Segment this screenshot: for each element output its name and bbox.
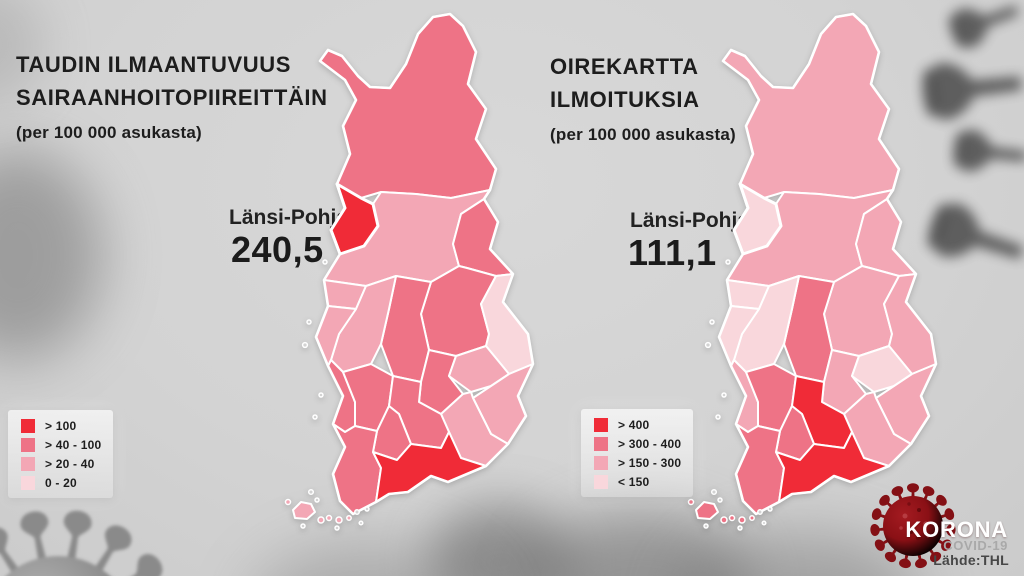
island	[737, 525, 743, 531]
island	[318, 392, 324, 398]
island	[704, 341, 712, 349]
island	[334, 525, 340, 531]
blur-blobs	[0, 0, 912, 576]
legend-label: > 20 - 40	[45, 457, 95, 471]
right-finland-map	[684, 4, 948, 566]
left-callout-region: Länsi-Pohja	[229, 206, 349, 229]
legend-swatch	[21, 419, 35, 433]
legend-row: 0 - 20	[21, 476, 101, 490]
left-title-subtitle: (per 100 000 asukasta)	[16, 123, 202, 142]
island	[322, 259, 328, 265]
island	[335, 516, 343, 524]
island	[301, 341, 309, 349]
korona-virus-icon	[869, 483, 957, 570]
island	[720, 516, 728, 524]
right-title-line1: OIREKARTTA	[550, 54, 699, 79]
island	[314, 497, 320, 503]
right-legend: > 400 > 300 - 400 > 150 - 300 < 150	[581, 409, 694, 497]
island	[721, 392, 727, 398]
legend-row: > 150 - 300	[594, 456, 681, 470]
island	[312, 414, 318, 420]
brand-title: KORONA	[905, 517, 1008, 542]
legend-swatch	[594, 418, 608, 432]
right-title-block: OIREKARTTA ILMOITUKSIA (per 100 000 asuk…	[550, 50, 736, 145]
legend-label: > 100	[45, 419, 77, 433]
island	[728, 514, 736, 522]
legend-label: > 40 - 100	[45, 438, 102, 452]
legend-row: > 100	[21, 419, 101, 433]
left-legend: > 100 > 40 - 100 > 20 - 40 0 - 20	[8, 410, 114, 498]
legend-row: > 20 - 40	[21, 457, 101, 471]
region-aland	[695, 501, 719, 520]
legend-label: 0 - 20	[45, 476, 77, 490]
island	[749, 515, 755, 521]
island	[717, 497, 723, 503]
island	[767, 506, 773, 512]
island	[300, 523, 306, 529]
finland-outline	[314, 12, 535, 516]
island	[761, 520, 767, 526]
region-aland	[292, 501, 316, 520]
finland-outline	[717, 12, 938, 516]
legend-row: > 300 - 400	[594, 437, 681, 451]
island	[358, 520, 364, 526]
left-callout-value: 240,5	[231, 229, 324, 270]
island	[715, 414, 721, 420]
legend-label: < 150	[618, 475, 650, 489]
right-title-subtitle: (per 100 000 asukasta)	[550, 125, 736, 144]
right-title-line2: ILMOITUKSIA	[550, 87, 700, 112]
island	[284, 498, 292, 506]
legend-swatch	[594, 456, 608, 470]
brand-subtitle: COVID-19	[943, 538, 1008, 553]
island	[307, 488, 315, 496]
legend-swatch	[594, 437, 608, 451]
island	[709, 319, 715, 325]
right-callout-value: 111,1	[628, 232, 717, 273]
island	[738, 516, 746, 524]
right-callout-region: Länsi-Pohja	[630, 209, 750, 232]
virus-surface-dots	[899, 502, 930, 541]
island	[364, 506, 370, 512]
island	[306, 319, 312, 325]
island	[317, 516, 325, 524]
island	[687, 498, 695, 506]
island	[703, 523, 709, 529]
legend-row: > 40 - 100	[21, 438, 101, 452]
legend-label: > 300 - 400	[618, 437, 682, 451]
legend-label: > 150 - 300	[618, 456, 682, 470]
legend-swatch	[21, 476, 35, 490]
left-title-block: TAUDIN ILMAANTUVUUS SAIRAANHOITOPIIREITT…	[16, 48, 328, 143]
legend-label: > 400	[618, 418, 650, 432]
finland-map	[687, 12, 938, 531]
legend-swatch	[21, 457, 35, 471]
island	[346, 515, 352, 521]
left-finland-map	[281, 4, 545, 566]
island	[757, 509, 763, 515]
finland-map	[284, 12, 535, 531]
source-label: Lähde:THL	[933, 552, 1009, 568]
island	[710, 488, 718, 496]
virus-gray-icon	[0, 508, 168, 576]
island	[354, 509, 360, 515]
legend-row: > 400	[594, 418, 681, 432]
left-title-line2: SAIRAANHOITOPIIREITTÄIN	[16, 85, 328, 110]
legend-row: < 150	[594, 475, 681, 489]
left-title-line1: TAUDIN ILMAANTUVUUS	[16, 52, 291, 77]
island	[725, 259, 731, 265]
legend-swatch	[21, 438, 35, 452]
legend-swatch	[594, 475, 608, 489]
island	[325, 514, 333, 522]
